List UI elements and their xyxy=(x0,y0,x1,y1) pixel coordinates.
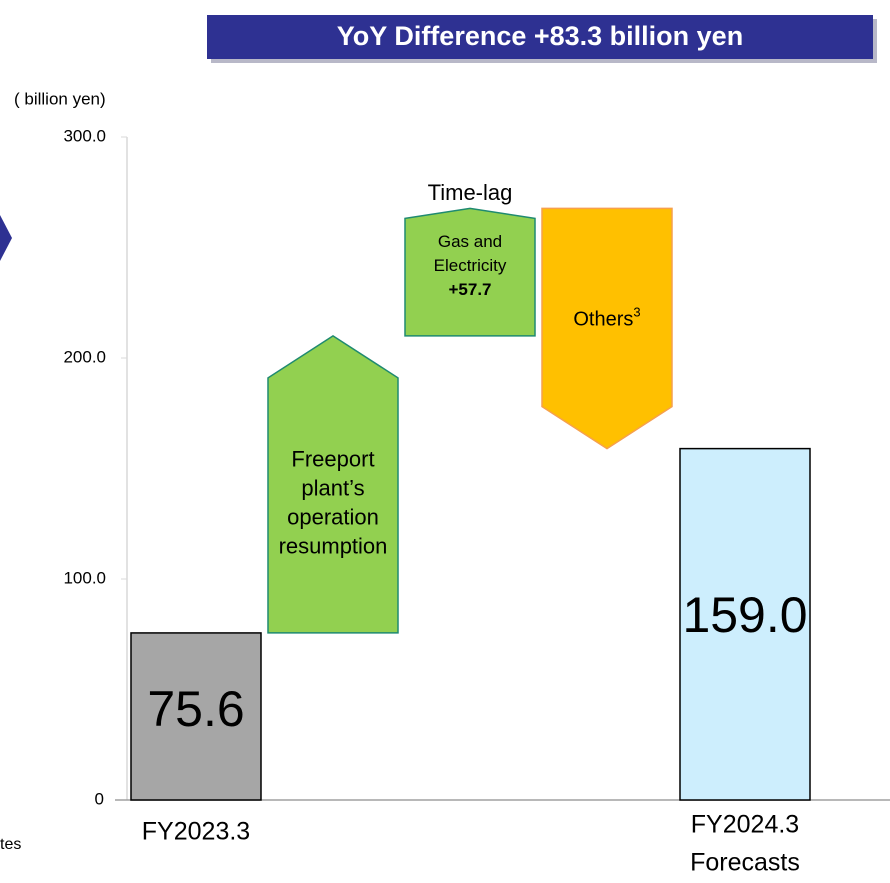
waterfall-arrow xyxy=(267,335,399,634)
y-tick-label: 100.0 xyxy=(63,568,106,587)
value-label: 159.0 xyxy=(682,587,807,643)
category-label-text: Others xyxy=(573,309,633,331)
x-tick-label: FY2024.3 xyxy=(691,811,799,839)
bar xyxy=(679,447,811,801)
category-label: plant’s xyxy=(301,476,364,501)
left-fragment: tes xyxy=(0,836,21,853)
category-label: Electricity xyxy=(434,256,507,275)
waterfall-arrow xyxy=(541,207,673,450)
y-axis-label: ( billion yen) xyxy=(14,89,106,108)
category-label: Others3 xyxy=(573,305,640,331)
y-tick-label: 300.0 xyxy=(63,126,106,145)
bar xyxy=(130,632,262,801)
y-tick-label: 200.0 xyxy=(63,347,106,366)
category-label: resumption xyxy=(279,534,388,559)
category-label: Time-lag xyxy=(428,180,513,205)
category-label: Gas and xyxy=(438,232,502,251)
title-banner xyxy=(207,15,873,59)
category-label: operation xyxy=(287,505,379,530)
waterfall-arrow xyxy=(404,207,536,337)
left-arrow-fragment xyxy=(0,215,12,261)
value-label: +57.7 xyxy=(448,280,491,299)
chart-title: YoY Difference +83.3 billion yen xyxy=(337,21,743,51)
category-label: Freeport xyxy=(291,447,374,472)
value-label: 75.6 xyxy=(147,681,244,737)
y-tick-label: 0 xyxy=(95,789,104,808)
footnote-mark: 3 xyxy=(633,305,640,320)
x-tick-label: Forecasts xyxy=(690,849,800,877)
x-tick-label: FY2023.3 xyxy=(142,818,250,846)
